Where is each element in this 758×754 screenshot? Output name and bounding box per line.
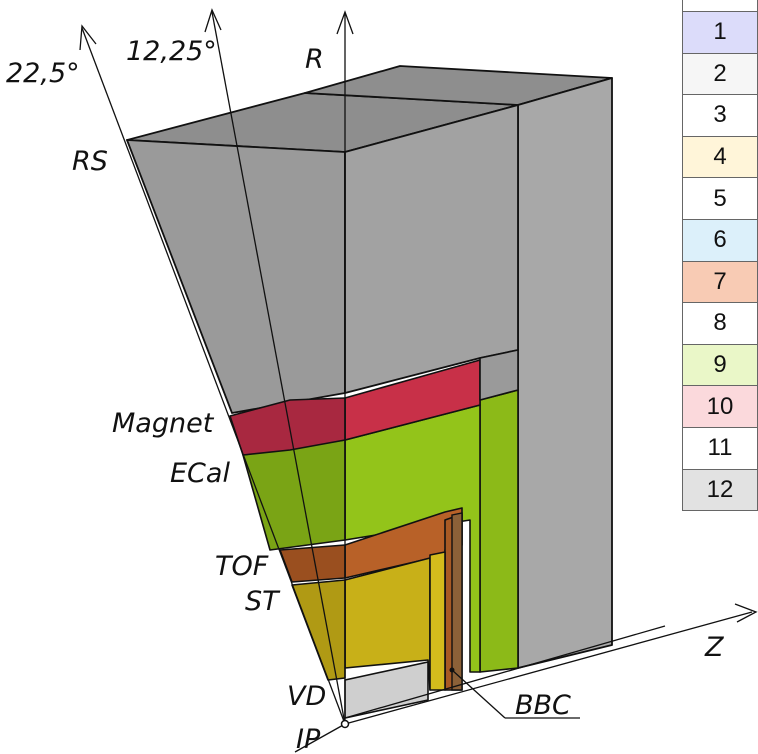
st-vertical	[429, 551, 446, 691]
vd-block	[344, 661, 429, 719]
legend-cell-3: 3	[682, 95, 758, 137]
axis-22-5-line	[81, 27, 346, 725]
st-label: ST	[245, 586, 281, 617]
z-axis-line	[344, 611, 753, 725]
rs-label: RS	[72, 146, 108, 177]
legend-cell-2: 2	[682, 53, 758, 96]
rs-front-face	[126, 139, 346, 414]
axis-r-label: R	[305, 44, 324, 75]
ip-label: IP	[296, 724, 321, 754]
legend-cell-7: 7	[682, 261, 758, 304]
magnet-block	[229, 349, 519, 456]
axis-12-25-arrow	[204, 8, 222, 33]
bbc-leader-line	[451, 669, 506, 719]
axes	[79, 8, 758, 753]
magnet-label: Magnet	[112, 408, 215, 439]
ecal-label: ECal	[170, 458, 230, 489]
bbc-point	[449, 667, 455, 673]
legend-cell-10: 10	[682, 386, 758, 428]
legend-cell-8: 8	[682, 303, 758, 345]
legend-cell-5: 5	[682, 178, 758, 220]
vd-label: VD	[287, 681, 326, 712]
legend-header-cell	[682, 0, 758, 12]
ip-leader-underline	[294, 723, 346, 753]
angle-inner-label: 12,25°	[126, 36, 217, 67]
magnet-gray-gap	[479, 349, 519, 401]
axis-z-label: Z	[704, 632, 724, 663]
ecal-block	[242, 389, 519, 673]
color-legend: 1 2 3 4 5 6 7 8 9 10 11 12	[682, 0, 758, 512]
axis-22-5-arrow	[79, 24, 97, 51]
rs-block	[126, 65, 613, 669]
r-axis-arrow	[336, 10, 354, 35]
legend-cell-1: 1	[682, 12, 758, 54]
ecal-right-face	[479, 389, 519, 673]
legend-cell-12: 12	[682, 469, 758, 512]
legend-cell-6: 6	[682, 219, 758, 262]
rs-right-face	[517, 77, 613, 669]
beam-pipe-line	[344, 625, 666, 719]
legend-cell-4: 4	[682, 136, 758, 179]
angle-outer-label: 22,5°	[6, 58, 80, 89]
bbc-label: BBC	[515, 690, 571, 721]
axis-12-25-line	[211, 11, 346, 725]
z-axis-arrow	[734, 603, 758, 623]
legend-cell-9: 9	[682, 344, 758, 387]
tof-label: TOF	[215, 551, 269, 582]
st-left-face	[291, 579, 346, 681]
bbc-block	[451, 512, 463, 691]
legend-cell-11: 11	[682, 427, 758, 470]
interaction-point	[340, 719, 350, 729]
rs-side-face	[344, 104, 519, 394]
